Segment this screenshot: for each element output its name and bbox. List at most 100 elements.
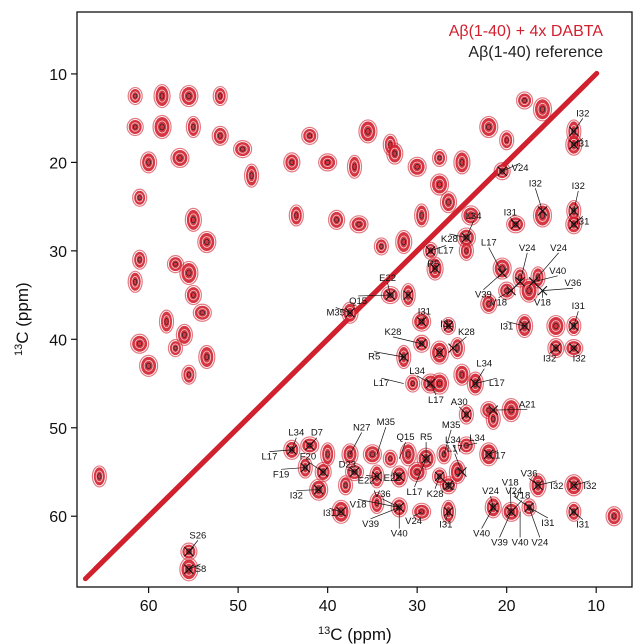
peak-inner-contour xyxy=(434,346,445,359)
peak-inner-contour xyxy=(130,122,140,132)
reference-contour xyxy=(186,269,192,277)
peak-inner-contour xyxy=(345,448,355,461)
peak-label: V24 xyxy=(405,516,422,527)
peak-outer-contour xyxy=(479,442,499,467)
reference-contour xyxy=(571,141,577,148)
peak-marker-stroke xyxy=(434,347,445,358)
peak-inner-contour xyxy=(157,120,167,134)
peak-outer-contour xyxy=(300,436,320,455)
peak-label: L34 xyxy=(409,366,425,377)
peak-outer-contour xyxy=(179,260,199,286)
reference-contour xyxy=(536,274,541,281)
peak-outer-contour xyxy=(466,371,484,396)
peak-label: I32 xyxy=(550,481,563,492)
peak-outer-contour xyxy=(426,256,444,281)
reference-contour xyxy=(486,407,492,413)
peak-label: L17 xyxy=(447,444,463,455)
reference-contour xyxy=(504,288,509,294)
peak-outer-contour xyxy=(344,462,365,482)
peak-inner-contour xyxy=(412,161,423,173)
peak-inner-contour xyxy=(457,155,467,169)
peak-label: L34 xyxy=(476,359,492,370)
label-leader-line xyxy=(549,347,557,354)
peak-outer-contour xyxy=(126,117,144,137)
reference-contour xyxy=(338,508,344,516)
peak-inner-contour xyxy=(287,157,297,168)
peak-inner-contour xyxy=(403,447,413,461)
peak-inner-contour xyxy=(568,343,579,353)
peak-label: K28 xyxy=(427,489,444,500)
peak-label: L17 xyxy=(407,487,423,498)
peak-contour xyxy=(199,233,215,251)
peak-inner-contour xyxy=(457,368,467,381)
peak-inner-contour xyxy=(568,479,579,492)
label-leader-line xyxy=(391,472,400,477)
peak-outer-contour xyxy=(431,148,448,168)
label-leader-line xyxy=(307,461,324,473)
label-leader-line xyxy=(498,290,512,298)
peak-contour xyxy=(534,205,550,226)
peak-outer-contour xyxy=(373,237,389,256)
peak-inner-contour xyxy=(430,262,440,275)
peak-label: I32 xyxy=(573,353,586,364)
peak-outer-contour xyxy=(515,91,534,110)
reference-contour xyxy=(343,482,348,489)
reference-contour xyxy=(352,163,357,171)
peak-contour xyxy=(290,206,302,225)
label-leader-line xyxy=(430,383,437,396)
label-leader-line xyxy=(296,489,319,491)
label-leader-line xyxy=(519,252,528,282)
peak-outer-contour xyxy=(358,119,378,144)
label-leader-line xyxy=(416,375,431,384)
peak-outer-contour xyxy=(318,153,338,172)
peak-outer-contour xyxy=(492,257,512,280)
reference-contour xyxy=(436,349,443,356)
label-leader-line xyxy=(499,511,512,538)
label-leader-line xyxy=(413,511,422,517)
peak-label: V18 xyxy=(502,477,519,488)
peak-inner-contour xyxy=(404,288,412,302)
label-leader-line xyxy=(434,476,440,489)
label-leader-line xyxy=(445,511,449,520)
reference-contour xyxy=(186,549,192,555)
peak-inner-contour xyxy=(247,169,256,183)
peak-contour xyxy=(246,165,258,186)
peak-label: V40 xyxy=(391,529,408,540)
peak-outer-contour xyxy=(565,214,583,235)
peak-contour xyxy=(186,287,200,304)
peak-outer-contour xyxy=(132,249,148,270)
reference-contour xyxy=(414,164,420,170)
peak-outer-contour xyxy=(440,499,457,524)
peak-contour xyxy=(161,311,173,332)
label-leader-line xyxy=(488,450,498,455)
peak-label: V18 xyxy=(534,298,551,309)
peak-label: K28 xyxy=(385,327,402,338)
peak-outer-contour xyxy=(400,282,416,308)
peak-inner-contour xyxy=(390,147,400,160)
reference-contour xyxy=(432,265,438,272)
peak-inner-contour xyxy=(135,254,144,265)
label-leader-line xyxy=(392,336,422,345)
reference-contour xyxy=(571,509,576,515)
reference-contour xyxy=(204,238,210,246)
peak-inner-contour xyxy=(440,449,448,460)
label-leader-line xyxy=(335,307,351,314)
reference-contour xyxy=(365,128,371,135)
label-leader-line xyxy=(513,495,530,508)
peak-inner-contour xyxy=(537,102,548,116)
peak-inner-contour xyxy=(534,271,542,284)
peak-outer-contour xyxy=(130,333,150,354)
reference-contour xyxy=(473,380,478,387)
peak-inner-contour xyxy=(349,467,360,477)
peak-inner-contour xyxy=(483,447,494,461)
peak-inner-contour xyxy=(237,144,248,154)
reference-contour xyxy=(539,105,546,113)
peak-contour xyxy=(186,209,200,230)
peak-contour xyxy=(494,259,510,278)
peak-inner-contour xyxy=(483,121,494,133)
peak-label: L17 xyxy=(373,378,389,389)
reference-contour xyxy=(146,362,152,369)
peak-contour xyxy=(397,232,411,252)
